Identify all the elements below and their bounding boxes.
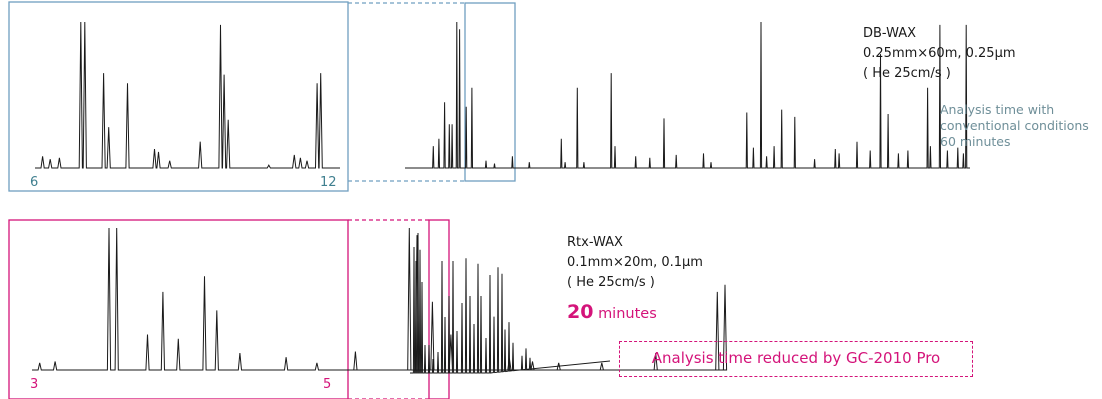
bottom-column-dimensions: 0.1mm×20m, 0.1μm [567,255,703,270]
top-full-chromatogram [405,21,970,169]
top-zoom-axis-start: 6 [30,175,39,190]
bottom-carrier-gas: ( He 25cm/s ) [567,275,655,290]
top-column-name: DB-WAX [863,26,917,41]
bottom-zoom-axis-end: 5 [323,377,332,392]
top-note-line1: Analysis time with [940,102,1055,117]
bottom-full-chromatogram [410,232,611,374]
top-note-line2: conventional conditions [940,118,1089,133]
bottom-time-unit: minutes [598,306,657,322]
top-column-dimensions: 0.25mm×60m, 0.25μm [863,46,1016,61]
top-note-line3: 60 minutes [940,134,1011,149]
bottom-zoom-chromatogram [32,227,728,371]
bottom-analysis-time: 20 minutes [567,302,657,324]
reduction-callout: Analysis time reduced by GC-2010 Pro [619,341,973,377]
bottom-time-value: 20 [567,301,594,323]
bottom-zoom-frame [8,219,349,399]
bottom-column-name: Rtx-WAX [567,235,623,250]
top-carrier-gas: ( He 25cm/s ) [863,66,951,81]
bottom-zoom-axis-start: 3 [30,377,39,392]
top-zoom-axis-end: 12 [320,175,337,190]
top-zoom-region-marker [464,2,516,182]
top-zoom-frame [8,1,349,192]
top-zoom-chromatogram [35,21,340,169]
